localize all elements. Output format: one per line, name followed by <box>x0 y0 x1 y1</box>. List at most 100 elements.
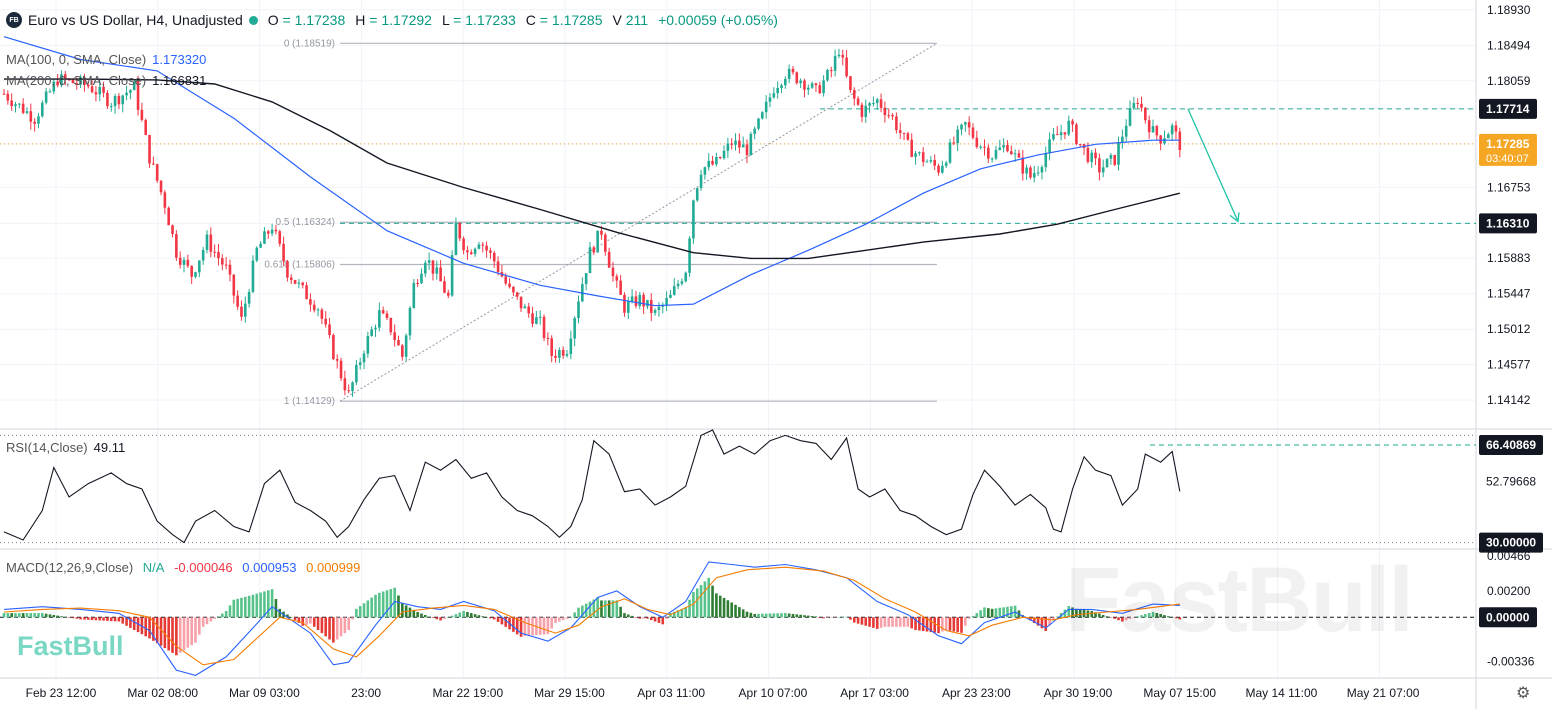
macd-legend[interactable]: MACD(12,26,9,Close) N/A -0.000046 0.0009… <box>6 560 361 575</box>
candle-body <box>971 127 975 138</box>
candle <box>439 260 442 282</box>
macd-hist-bar <box>148 617 151 639</box>
candle <box>56 74 59 88</box>
candle <box>1174 120 1178 140</box>
candle <box>734 133 737 151</box>
macd-hist-bar <box>33 613 36 618</box>
macd-hist-bar <box>971 615 975 618</box>
macd-zero-tag-bg <box>1479 607 1537 628</box>
candle <box>351 381 354 397</box>
candle <box>155 163 159 183</box>
rsi-axis-tag-bg <box>1479 532 1543 553</box>
candle <box>1055 126 1059 136</box>
ma100-legend[interactable]: MA(100, 0, SMA, Close) 1.173320 <box>6 52 207 67</box>
gear-icon[interactable]: ⚙ <box>1516 685 1531 702</box>
candle-body <box>1098 158 1101 173</box>
candle <box>339 357 343 381</box>
candle-body <box>577 301 580 319</box>
time-axis-label: Mar 09 03:00 <box>229 686 300 700</box>
candle-body <box>699 174 703 189</box>
candle-body <box>412 282 416 308</box>
macd-hist-bar <box>929 617 933 633</box>
candle <box>626 296 630 320</box>
candle <box>1144 107 1147 124</box>
candle <box>443 276 446 294</box>
candle <box>1121 129 1124 149</box>
fastbull-badge-icon: FB <box>6 12 22 28</box>
candle <box>450 250 454 297</box>
candle-body <box>512 286 515 293</box>
candle-body <box>1078 144 1082 146</box>
candle <box>630 289 634 304</box>
macd-hist-bar <box>213 617 216 619</box>
candle-body <box>201 249 205 261</box>
candle-body <box>906 133 910 140</box>
candle <box>814 82 818 92</box>
macd-hist-bar <box>1067 606 1071 618</box>
candle-body <box>703 167 707 175</box>
candle <box>527 302 531 318</box>
candle <box>98 79 102 102</box>
candle <box>366 331 370 358</box>
candle-body <box>604 234 607 252</box>
candle-body <box>450 255 454 296</box>
candle-body <box>753 128 756 134</box>
macd-hist-bar <box>818 617 822 618</box>
candle <box>175 230 178 262</box>
macd-hist-bar <box>649 617 653 621</box>
candle <box>2 89 6 95</box>
candle <box>297 278 301 289</box>
candle-body <box>243 303 247 317</box>
candle <box>611 261 615 282</box>
candle-body <box>987 147 990 159</box>
candle <box>975 130 979 149</box>
candle-body <box>856 98 860 105</box>
symbol-title[interactable]: Euro vs US Dollar, H4, Unadjusted <box>28 12 243 28</box>
candle <box>1147 115 1151 139</box>
candle <box>481 242 485 253</box>
ma200-legend[interactable]: MA(200, 0, SMA, Close) 1.166831 <box>6 73 207 88</box>
macd-hist-bar <box>83 617 86 620</box>
candle-body <box>615 276 619 281</box>
rsi-legend[interactable]: RSI(14,Close) 49.11 <box>6 440 126 455</box>
candle-body <box>887 115 891 117</box>
candle <box>960 123 963 136</box>
chart-header: FB Euro vs US Dollar, H4, Unadjusted O =… <box>6 10 788 30</box>
macd-hist-bar <box>554 617 557 623</box>
macd-hist-bar <box>956 617 959 633</box>
macd-hist-bar <box>312 617 316 627</box>
candle-body <box>351 382 354 392</box>
candle <box>485 241 488 258</box>
macd-hist-bar <box>841 617 845 618</box>
candle-body <box>776 87 779 94</box>
candle <box>538 310 542 325</box>
candle <box>305 281 308 300</box>
candle <box>29 103 33 130</box>
fib-level-label: 1 (1.14129) <box>284 396 335 407</box>
macd-hist-bar <box>910 617 914 629</box>
time-axis-label: May 21 07:00 <box>1347 686 1420 700</box>
watermark: FastBull <box>1065 549 1414 651</box>
candle <box>944 160 948 169</box>
macd-hist-bar <box>845 616 848 618</box>
macd-hist-bar <box>1174 617 1178 619</box>
candle-body <box>1178 131 1182 151</box>
macd-hist-bar <box>270 589 274 618</box>
candle-body <box>730 143 733 145</box>
candle <box>236 290 239 310</box>
candle <box>688 236 691 277</box>
fib-level-label: 0 (1.18519) <box>284 38 335 49</box>
candle <box>868 102 871 113</box>
candle <box>914 150 917 165</box>
candle-body <box>941 165 944 173</box>
price-axis-label: 1.15883 <box>1487 251 1531 265</box>
candle-body <box>1044 153 1048 168</box>
candle-body <box>163 192 167 208</box>
macd-hist-bar <box>90 617 94 621</box>
macd-hist-bar <box>1159 614 1162 618</box>
resistance-price-tag-bg <box>1479 98 1537 119</box>
macd-hist-bar <box>1113 617 1116 619</box>
candle-body <box>948 142 952 163</box>
macd-hist-bar <box>324 617 328 637</box>
